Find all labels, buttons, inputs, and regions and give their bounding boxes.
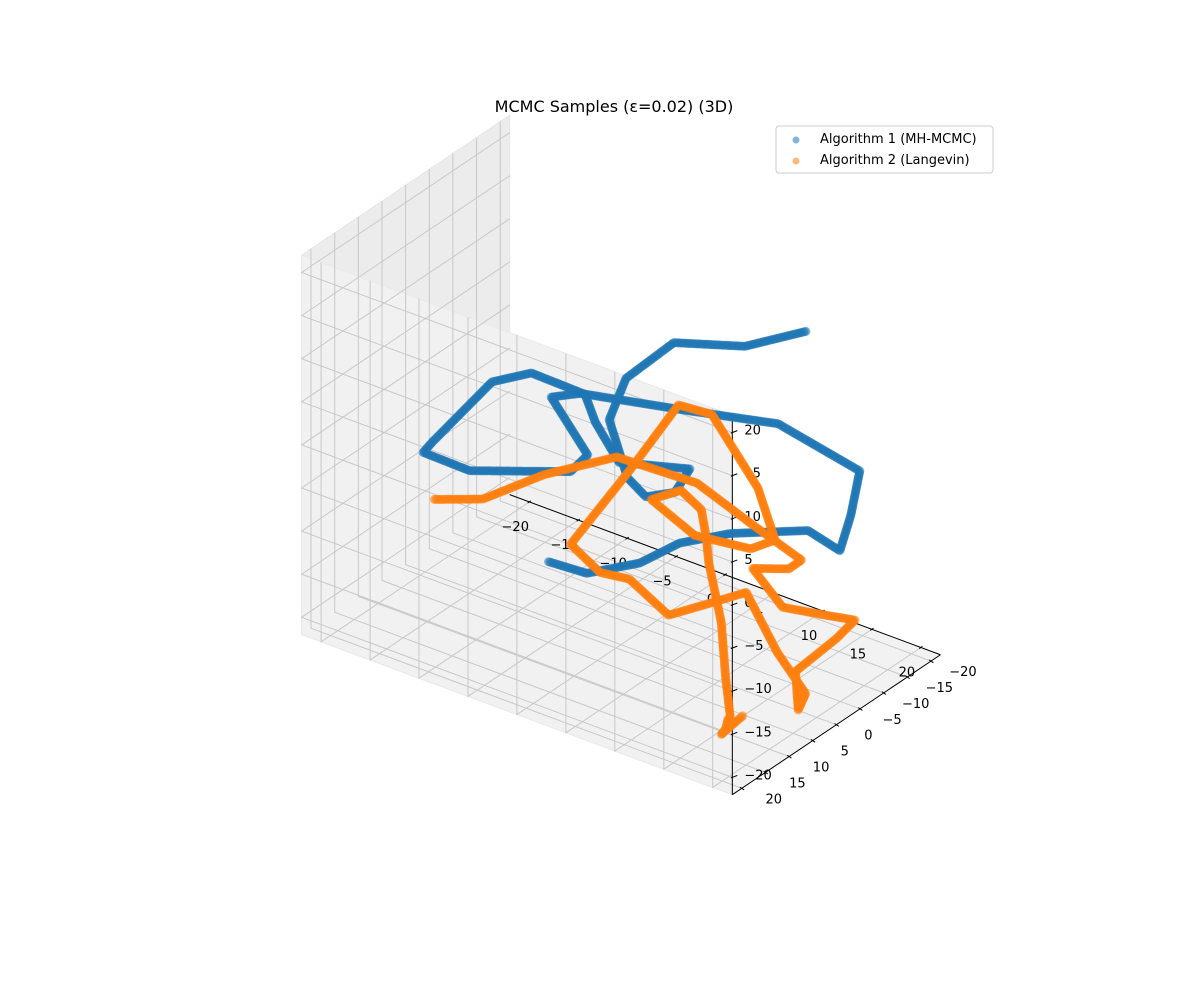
- grid-line-y: [381, 201, 813, 742]
- y-tick-label: −15: [926, 681, 953, 696]
- legend-marker-series-1: [792, 136, 800, 144]
- z-tick-label: −20: [744, 768, 771, 783]
- x-tick: [723, 573, 727, 577]
- grid-line-x: [614, 371, 824, 752]
- data-point: [738, 711, 748, 721]
- y-tick-label: −20: [949, 665, 976, 680]
- x-tick-label: 20: [899, 665, 916, 680]
- z-tick: [730, 430, 738, 434]
- grid-line-z: [300, 347, 733, 649]
- y-tick: [763, 770, 769, 775]
- z-tick: [730, 774, 738, 779]
- x-tick-label: −20: [502, 520, 529, 535]
- y-tick: [928, 659, 934, 664]
- grid-line-y: [334, 233, 766, 773]
- y-tick: [834, 723, 840, 727]
- y-tick-label: 5: [841, 745, 849, 760]
- legend-marker-series-2: [792, 157, 800, 165]
- grid-line-x: [369, 280, 579, 661]
- y-tick: [810, 739, 816, 743]
- grid-line-z: [300, 476, 733, 778]
- x-tick: [918, 645, 923, 649]
- y-tick-label: −10: [902, 697, 929, 712]
- data-point: [801, 326, 811, 336]
- z-tick-label: 20: [744, 424, 761, 439]
- grid-line-x: [467, 317, 677, 698]
- legend[interactable]: Algorithm 1 (MH-MCMC) Algorithm 2 (Lange…: [775, 125, 994, 174]
- z-tick-label: −15: [744, 725, 771, 740]
- grid-line-y: [310, 248, 742, 789]
- legend-frame: [775, 125, 994, 174]
- z-tick: [730, 473, 738, 477]
- z-tick: [730, 688, 738, 693]
- grid-line-y: [405, 185, 837, 726]
- grid-line-x: [565, 353, 775, 734]
- z-tick-label: −10: [744, 682, 771, 697]
- grid-line-z: [300, 175, 733, 477]
- y-tick: [905, 675, 911, 680]
- z-tick: [730, 559, 738, 563]
- y-tick: [787, 754, 792, 759]
- z-tick: [730, 645, 738, 650]
- y-tick: [739, 786, 745, 791]
- y-tick: [857, 707, 863, 711]
- x-tick: [576, 518, 581, 522]
- legend-label-series-2: Algorithm 2 (Langevin): [820, 153, 970, 168]
- grid-lines: [300, 121, 932, 789]
- x-tick: [674, 554, 678, 558]
- z-tick-label: −5: [744, 639, 763, 654]
- z-tick: [730, 602, 738, 607]
- y-tick-label: 20: [766, 792, 783, 807]
- y-tick: [881, 691, 887, 695]
- z-tick: [730, 731, 738, 736]
- grid-line-x: [663, 389, 873, 771]
- legend-label-series-1: Algorithm 1 (MH-MCMC): [820, 132, 977, 147]
- chart-title: MCMC Samples (ε=0.02) (3D): [495, 97, 734, 116]
- grid-line-x: [418, 298, 628, 680]
- x-tick-label: −5: [653, 574, 672, 589]
- x-tick-label: 10: [801, 629, 818, 644]
- grid-line-y: [452, 153, 884, 694]
- grid-line-z: [300, 433, 733, 735]
- series-2: [429, 400, 860, 739]
- x-tick-label: 15: [850, 647, 867, 662]
- x-tick: [870, 627, 874, 631]
- grid-line-z: [300, 261, 733, 563]
- x-tick: [527, 500, 532, 504]
- grid-line-z: [300, 304, 733, 606]
- x-tick: [625, 536, 630, 540]
- y-tick-label: 15: [789, 776, 806, 791]
- z-tick-label: 5: [744, 553, 752, 568]
- grid-line-x: [516, 335, 726, 716]
- y-tick-label: −5: [882, 713, 901, 728]
- y-tick-label: 10: [813, 761, 830, 776]
- y-tick-label: 0: [864, 729, 872, 744]
- series-layer: [418, 326, 865, 739]
- grid-line-y: [428, 169, 861, 710]
- grid-line-y: [357, 217, 790, 757]
- grid-line-z: [300, 132, 733, 434]
